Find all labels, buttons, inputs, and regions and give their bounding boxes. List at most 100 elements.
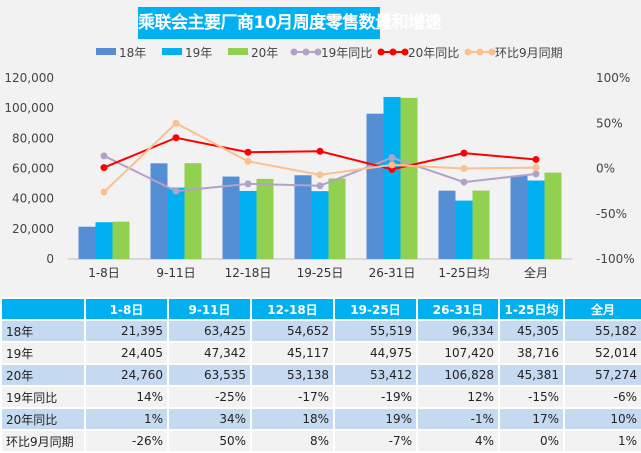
bar-20年 [256, 178, 274, 259]
chart: 0 20,000 40,000 60,000 80,000 100,000 120,000 -… [4, 46, 635, 280]
bar-19年 [383, 96, 401, 260]
y-tick-label: 80,000 [12, 131, 54, 145]
point-环比9月同期 [316, 171, 324, 179]
point-环比9月同期 [460, 165, 468, 172]
y-tick-label: 60,000 [12, 162, 54, 176]
header-cell: 1-8日 [84, 297, 169, 321]
point-19年同比 [172, 187, 180, 195]
legend-marker [389, 48, 397, 56]
table-cell: 53,138 [250, 363, 335, 387]
table-header-row: 1-8日 9-11日 12-18日 19-25日 26-31日 1-25日均 全… [0, 297, 641, 321]
x-tick-label: 1-25日均 [438, 266, 489, 280]
table-cell: 54,652 [250, 319, 335, 343]
table-cell: 1% [84, 407, 169, 431]
y-tick-label: 20,000 [12, 222, 54, 236]
header-cell: 全月 [563, 297, 641, 321]
table-cell: 52,014 [563, 341, 641, 365]
table-cell: -17% [250, 385, 335, 409]
table-cell: -6% [563, 385, 641, 409]
bar-20年 [544, 172, 562, 259]
point-19年同比 [532, 170, 540, 178]
table-cell: 55,519 [333, 319, 418, 343]
table-cell: 1% [563, 429, 641, 453]
point-环比9月同期 [172, 119, 180, 127]
legend-marker [377, 48, 385, 56]
point-19年同比 [388, 154, 396, 162]
table-cell: 8% [250, 429, 335, 453]
table-cell: 107,420 [416, 341, 500, 365]
x-tick-label: 1-8日 [88, 266, 120, 280]
x-tick-label: 9-11日 [156, 266, 195, 280]
table-cell: 4% [416, 429, 500, 453]
table-cell: -15% [498, 385, 565, 409]
legend-marker [488, 48, 496, 56]
row-label: 环比9月同期 [0, 429, 86, 453]
table-cell: -7% [333, 429, 418, 453]
table-cell: 63,535 [167, 363, 252, 387]
table-row: 环比9月同期 -26% 50% 8% -7% 4% 0% 1% [0, 429, 641, 453]
y2-tick-label: -100% [596, 252, 635, 266]
table-cell: -1% [416, 407, 500, 431]
bar-18年 [150, 163, 168, 259]
legend-marker [476, 48, 484, 56]
bar-18年 [294, 175, 312, 259]
table-cell: 12% [416, 385, 500, 409]
point-20年同比 [460, 149, 468, 157]
legend-marker [290, 48, 298, 56]
bar-20年 [184, 163, 202, 259]
x-tick-label: 全月 [524, 265, 548, 280]
legend-swatch [228, 48, 248, 55]
table-cell: -25% [167, 385, 252, 409]
table-row: 20年 24,760 63,535 53,138 53,412 106,828 45,381… [0, 363, 641, 387]
table-cell: 106,828 [416, 363, 500, 387]
legend-label: 19年 [185, 46, 212, 60]
point-环比9月同期 [244, 157, 252, 165]
legend-label: 18年 [119, 46, 146, 60]
x-tick-label: 19-25日 [297, 266, 344, 280]
table-cell: 34% [167, 407, 252, 431]
y2-tick-label: 0% [596, 162, 615, 176]
table-row: 19年 24,405 47,342 45,117 44,975 107,420 38,716… [0, 341, 641, 365]
row-label: 19年 [0, 341, 86, 365]
legend-label: 19年同比 [321, 46, 372, 60]
table-cell: 63,425 [167, 319, 252, 343]
point-19年同比 [244, 180, 252, 188]
row-label: 20年同比 [0, 407, 86, 431]
table-cell: -19% [333, 385, 418, 409]
table-cell: 55,182 [563, 319, 641, 343]
header-cell: 19-25日 [333, 297, 418, 321]
x-tick-label: 26-31日 [369, 266, 416, 280]
point-19年同比 [460, 178, 468, 186]
y-tick-label: 100,000 [4, 101, 54, 115]
legend-marker [314, 48, 322, 56]
header-cell [0, 297, 86, 321]
table-cell: 53,412 [333, 363, 418, 387]
legend-label: 环比9月同期 [495, 46, 563, 60]
bar-20年 [400, 97, 418, 259]
y2-tick-label: -50% [596, 207, 627, 221]
point-19年同比 [100, 152, 108, 160]
y2-tick-label: 50% [596, 116, 623, 130]
bar-19年 [527, 180, 545, 259]
point-环比9月同期 [532, 164, 540, 172]
legend-swatch [96, 48, 116, 55]
table-cell: 50% [167, 429, 252, 453]
bar-20年 [112, 221, 130, 259]
table-cell: 57,274 [563, 363, 641, 387]
header-cell: 1-25日均 [498, 297, 565, 321]
point-20年同比 [532, 155, 540, 163]
table-cell: 17% [498, 407, 565, 431]
bar-19年 [455, 200, 473, 259]
table-cell: 18% [250, 407, 335, 431]
table-cell: 21,395 [84, 319, 169, 343]
y-tick-label: 40,000 [12, 192, 54, 206]
bar-18年 [78, 226, 96, 259]
table-cell: 47,342 [167, 341, 252, 365]
point-20年同比 [244, 148, 252, 156]
header-cell: 9-11日 [167, 297, 252, 321]
bar-18年 [366, 113, 384, 259]
point-20年同比 [316, 147, 324, 155]
point-20年同比 [172, 134, 180, 142]
table-cell: 45,117 [250, 341, 335, 365]
row-label: 19年同比 [0, 385, 86, 409]
